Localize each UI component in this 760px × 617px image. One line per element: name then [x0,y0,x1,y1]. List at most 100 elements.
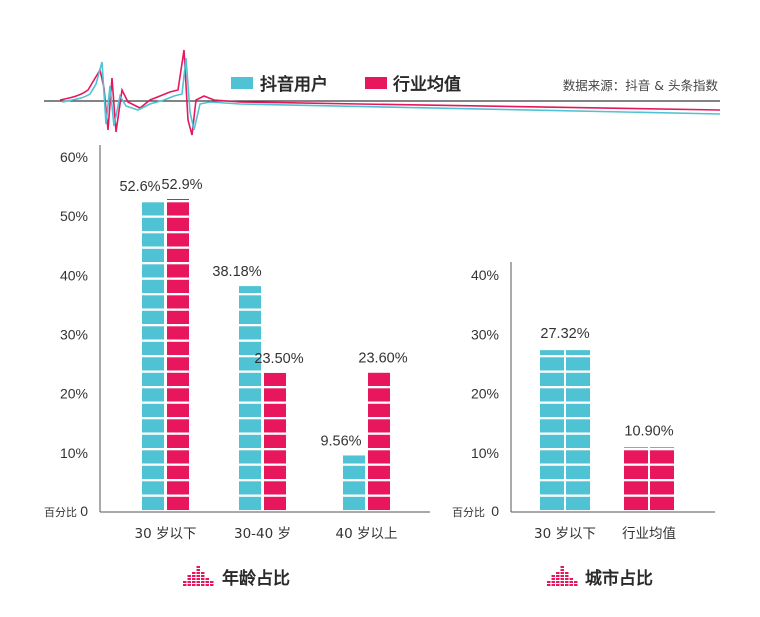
icon-bar [187,575,191,577]
icon-bar [192,578,196,580]
bar-segment [264,388,286,402]
bar-segment [650,481,674,495]
bar-segment [624,481,648,495]
icon-bar [556,581,560,583]
bar-segment [540,350,564,355]
icon-bar [192,575,196,577]
bar-segment [540,481,564,495]
icon-bar [556,584,560,586]
bar-segment [368,388,390,402]
y-tick-label: 50% [60,208,88,224]
y-tick-label: 20% [471,386,499,402]
bar-segment [239,450,261,464]
icon-bar [192,572,196,574]
bar-segment [142,310,164,324]
icon-bar [196,572,200,574]
legend-label-industry: 行业均值 [392,74,461,95]
icon-bar [192,584,196,586]
city-chart: 百分比 0 10% 20% 30% 40% 27.32% 10.90% 30 岁以下 行业均… [452,262,715,589]
y-tick-label: 30% [60,327,88,343]
bar-segment [142,496,164,510]
bar-segment [624,465,648,479]
bar-segment [167,357,189,371]
bar-segment [566,434,590,448]
bar-segment [167,264,189,278]
icon-bar [196,581,200,583]
bar-segment [142,217,164,231]
y-tick-label: 0 [491,503,499,519]
icon-bar [196,575,200,577]
icon-bar [201,584,205,586]
bar-segment [540,419,564,433]
icon-bar [196,578,200,580]
y-tick-label: 20% [60,386,88,402]
icon-bar [560,566,564,568]
icon-bar [556,578,560,580]
bar-segment [142,295,164,309]
data-label: 9.56% [320,433,361,449]
bar-segment [650,496,674,510]
icon-bar [183,584,187,586]
bar-segment [566,465,590,479]
bar-segment [540,450,564,464]
icon-bar [560,584,564,586]
bar-segment [239,341,261,355]
icon-bar [569,578,573,580]
bar-segment [167,403,189,417]
bar-segment [239,310,261,324]
bar-segment [566,419,590,433]
bar-douyin [540,350,590,510]
icon-bar [547,584,551,586]
bar-segment [343,465,365,479]
bar-segment [540,434,564,448]
bar-segment [624,447,648,448]
bar-segment [239,286,261,293]
bar-segment [167,434,189,448]
data-label: 27.32% [540,326,589,342]
bar-douyin [239,286,261,510]
bar-segment [264,465,286,479]
age-chart: 百分比 0 10% 20% 30% 40% 50% 60% 52.6% 52.9% 38.18%… [44,145,430,589]
bar-segment [167,248,189,262]
icon-bar [565,575,569,577]
bar-segment [239,434,261,448]
data-label: 23.50% [254,351,303,367]
bar-segment [239,419,261,433]
bar-segment [167,202,189,216]
bar-segment [368,481,390,495]
bar-segment [343,496,365,510]
bar-segment [167,496,189,510]
bar-segment [239,465,261,479]
bar-segment [142,450,164,464]
icon-bar [210,581,214,583]
icon-bar [183,581,187,583]
bar-segment [368,465,390,479]
bar-segment [167,341,189,355]
bar-segment [142,264,164,278]
bar-segment [566,496,590,510]
chart-title-icon [183,566,214,586]
bar-segment [167,450,189,464]
bar-segment [167,233,189,247]
bar-segment [167,279,189,293]
y-tick-label: 60% [60,149,88,165]
bar-segment [624,450,648,464]
bar-segment [167,199,189,200]
icon-bar [556,572,560,574]
icon-bar [565,572,569,574]
icon-bar [560,569,564,571]
y-axis-unit-label-2: 百分比 [452,506,485,519]
icon-bar [201,581,205,583]
icon-bar [551,575,555,577]
icon-bar [196,569,200,571]
bar-segment [264,403,286,417]
bar-segment [167,465,189,479]
y-tick-label: 0 [80,503,88,519]
y-tick-label: 30% [471,326,499,342]
y-tick-label: 40% [471,267,499,283]
bar-segment [566,481,590,495]
bar-segment [142,279,164,293]
bar-segment [167,295,189,309]
icon-bar [560,575,564,577]
